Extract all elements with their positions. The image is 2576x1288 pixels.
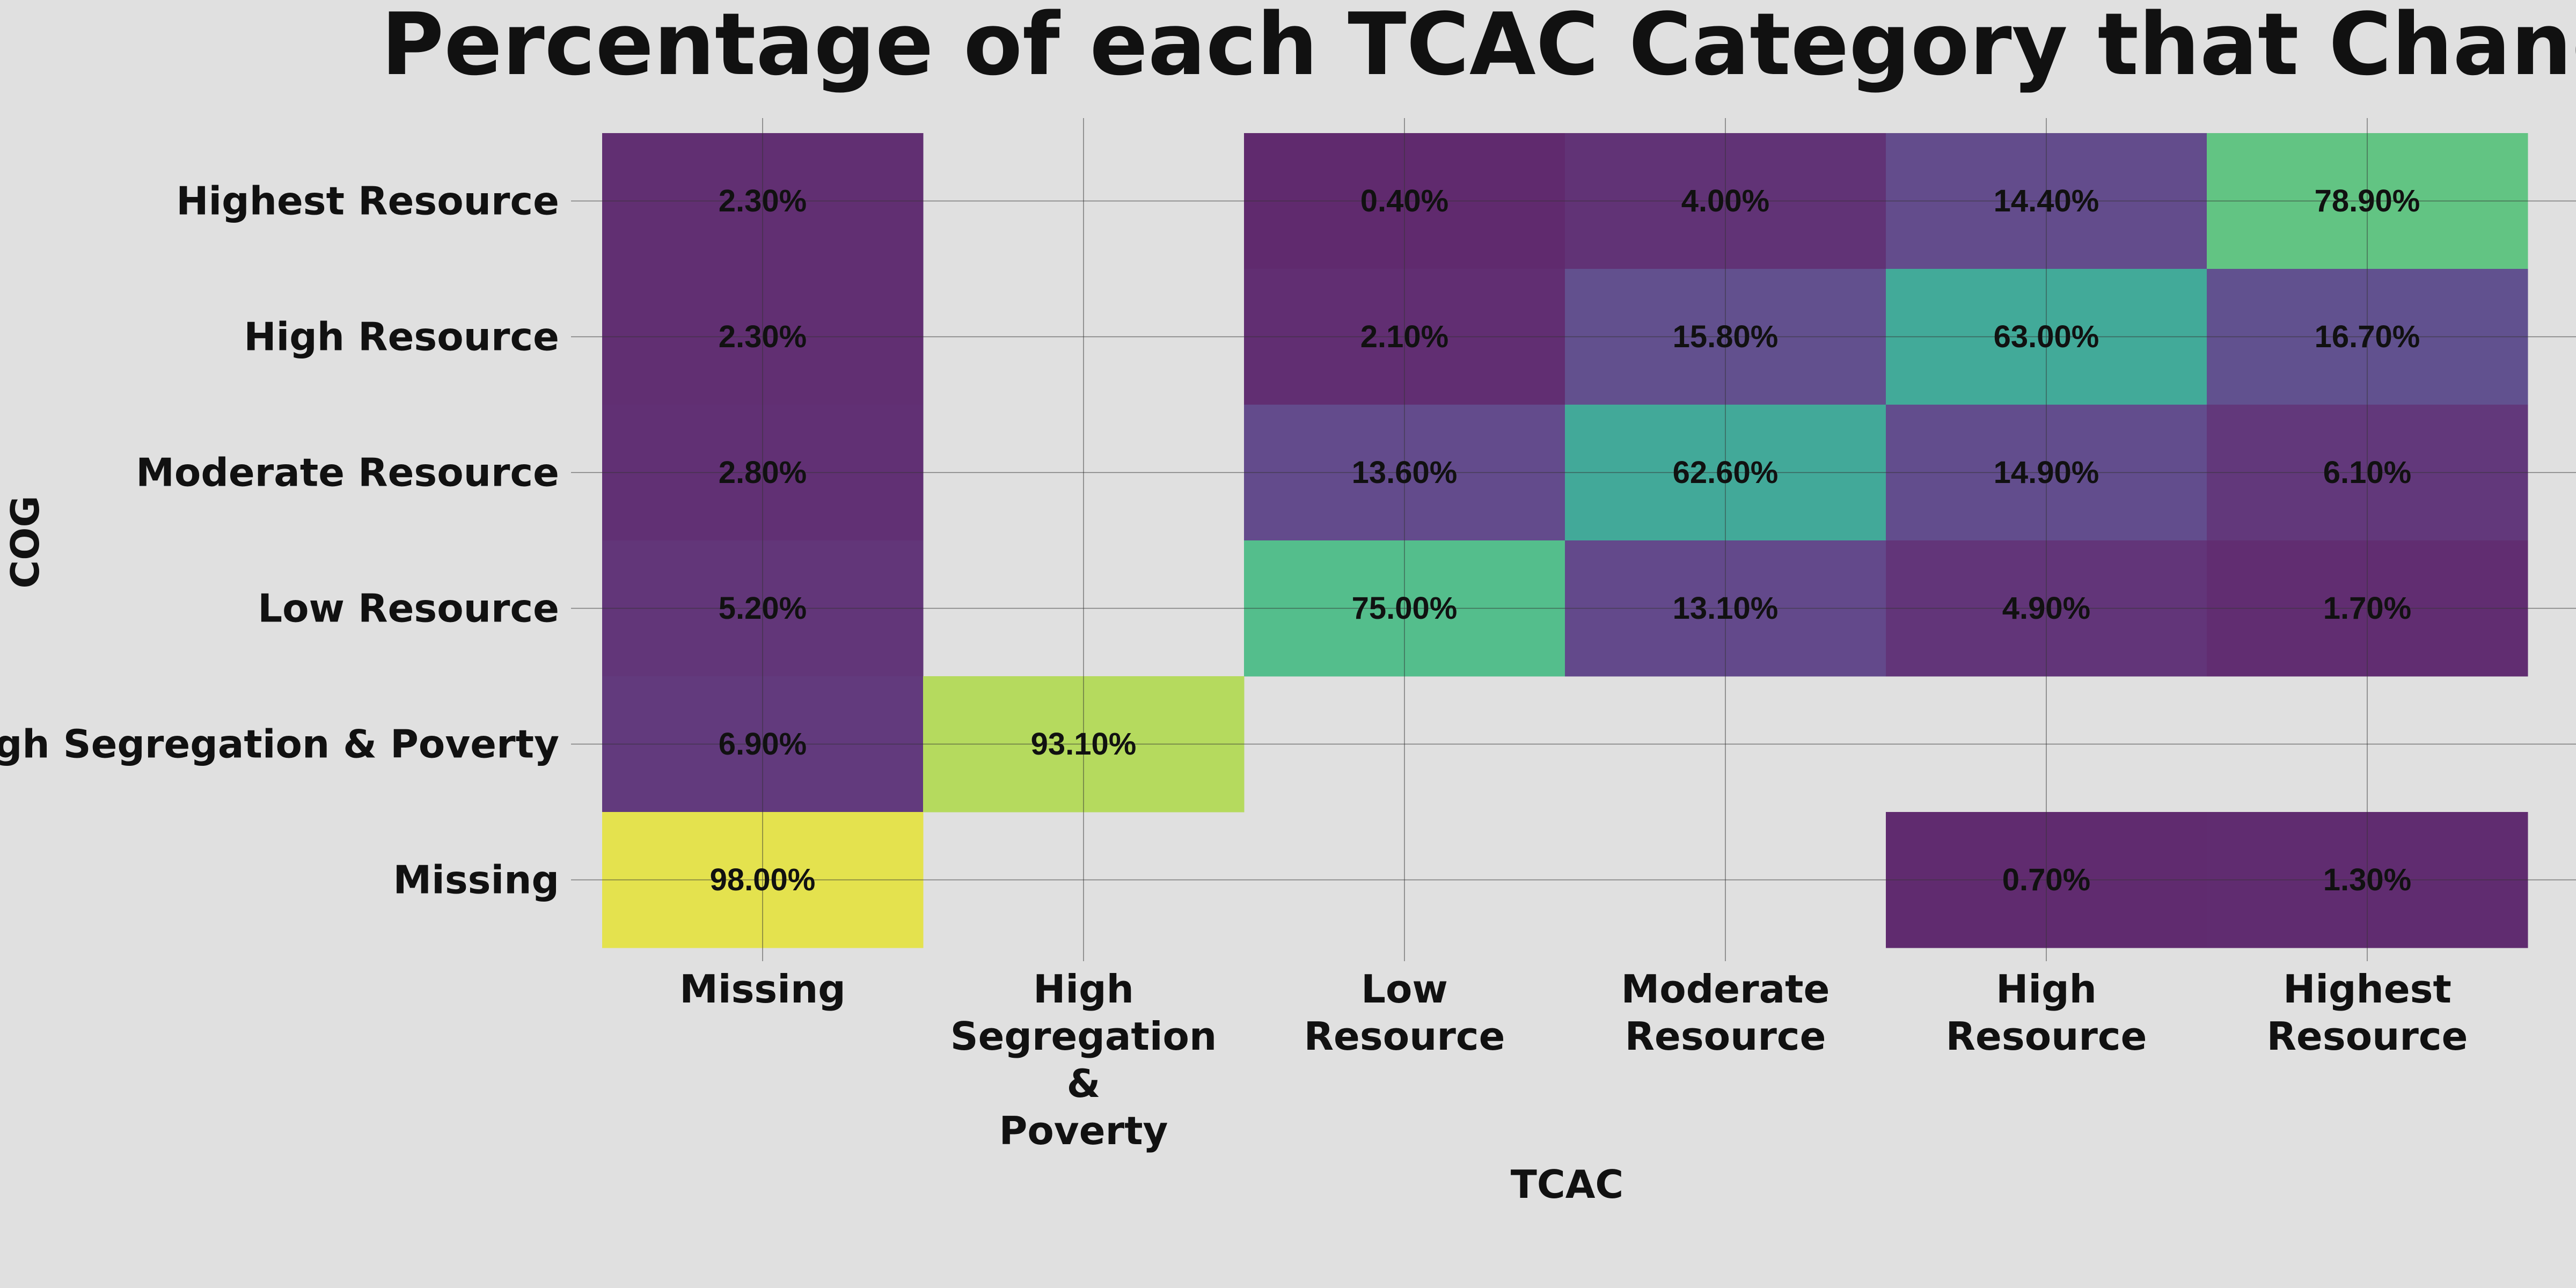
x-axis-label: TCAC: [1511, 1162, 1624, 1207]
x-tick-label: Missing: [679, 967, 846, 1012]
cell-value-label: 2.10%: [1360, 319, 1448, 354]
cell-value-label: 1.70%: [2323, 591, 2411, 626]
y-tick-label: Low Resource: [258, 586, 559, 631]
cell-value-label: 63.00%: [1994, 319, 2099, 354]
cell-value-label: 4.00%: [1681, 184, 1769, 218]
x-tick-labels: Missing High Segregation & Poverty Low Resourc…: [679, 967, 2468, 1153]
cell-value-label: 93.10%: [1031, 727, 1137, 762]
cell-value-label: 4.90%: [2002, 591, 2090, 626]
y-tick-label: Missing: [393, 858, 559, 903]
cell-value-label: 62.60%: [1673, 455, 1779, 490]
cell-labels: 2.30% 0.40% 4.00% 14.40% 78.90% 2.30% 2.10% 15.…: [710, 184, 2420, 897]
cell-value-label: 14.40%: [1994, 184, 2099, 218]
heatmap-cells: [602, 133, 2528, 948]
cell-value-label: 6.10%: [2323, 455, 2411, 490]
y-axis-label: COG: [3, 495, 48, 588]
y-tick-labels: Highest Resource High Resource Moderate Re…: [0, 179, 559, 903]
cell-value-label: 15.80%: [1673, 319, 1779, 354]
cell-value-label: 6.90%: [719, 727, 807, 762]
x-tick-label: Low Resource: [1304, 967, 1505, 1059]
y-tick-label: High Segregation & Poverty: [0, 722, 559, 767]
cell-value-label: 13.60%: [1352, 455, 1458, 490]
cell-value-label: 78.90%: [2315, 184, 2420, 218]
cell-value-label: 98.00%: [710, 862, 816, 897]
cell-value-label: 2.80%: [719, 455, 807, 490]
y-tick-label: Highest Resource: [176, 179, 559, 224]
grid-lines: [571, 118, 2576, 961]
x-tick-label: Highest Resource: [2267, 967, 2468, 1059]
x-tick-label: High Segregation & Poverty: [950, 967, 1217, 1153]
y-tick-label: High Resource: [244, 314, 559, 360]
cell-value-label: 2.30%: [719, 184, 807, 218]
cell-value-label: 1.30%: [2323, 862, 2411, 897]
cell-value-label: 75.00%: [1352, 591, 1458, 626]
cell-value-label: 2.30%: [719, 319, 807, 354]
x-tick-label: High Resource: [1946, 967, 2147, 1059]
cell-value-label: 0.40%: [1360, 184, 1448, 218]
cell-value-label: 16.70%: [2315, 319, 2420, 354]
cell-value-label: 0.70%: [2002, 862, 2090, 897]
x-tick-label: Moderate Resource: [1621, 967, 1830, 1059]
cell-value-label: 13.10%: [1673, 591, 1779, 626]
y-tick-label: Moderate Resource: [136, 450, 559, 495]
chart-title: Percentage of each TCAC Category that Ch…: [381, 0, 2576, 94]
cell-value-label: 14.90%: [1994, 455, 2099, 490]
cell-value-label: 5.20%: [719, 591, 807, 626]
